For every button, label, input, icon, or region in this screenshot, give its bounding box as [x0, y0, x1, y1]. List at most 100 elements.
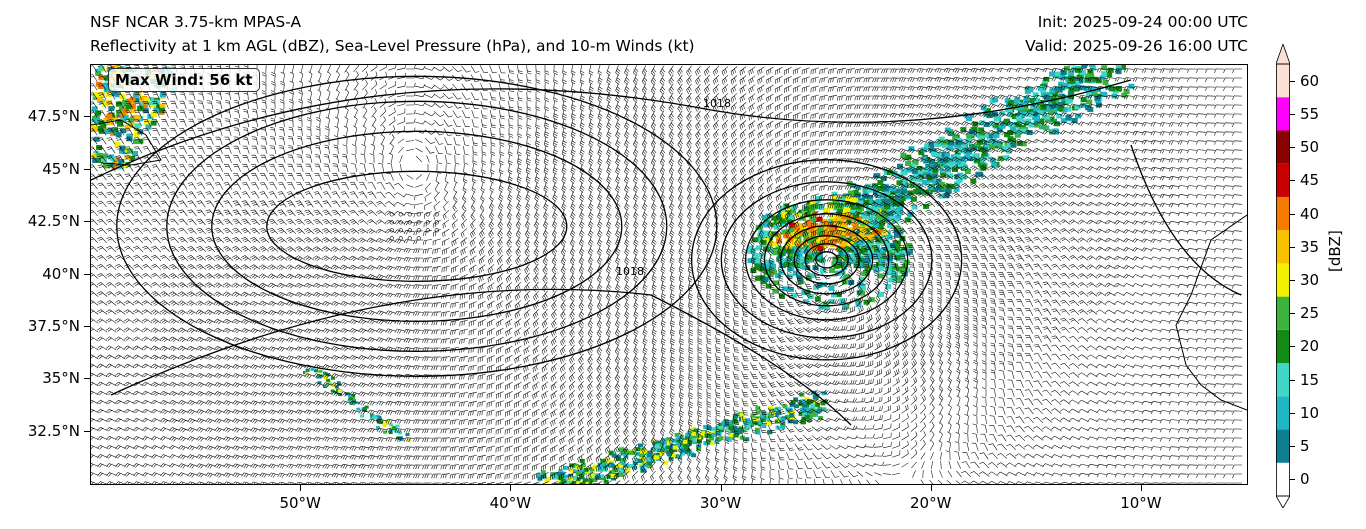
reflectivity-cell — [940, 172, 947, 178]
colorbar-tick — [1290, 479, 1295, 481]
colorbar-extend-max — [1276, 44, 1290, 65]
reflectivity-cell — [831, 191, 838, 197]
colorbar-tick-label: 45 — [1300, 171, 1320, 190]
reflectivity-cell — [122, 108, 129, 114]
reflectivity-cell — [954, 150, 961, 156]
reflectivity-cell — [1052, 91, 1059, 97]
reflectivity-cell — [1015, 115, 1022, 121]
reflectivity-cell — [953, 186, 960, 192]
reflectivity-cell — [1065, 114, 1072, 120]
reflectivity-cell — [762, 277, 769, 283]
reflectivity-cell — [654, 455, 660, 460]
reflectivity-cell — [1032, 92, 1039, 98]
reflectivity-cell — [822, 301, 829, 307]
reflectivity-cell — [777, 246, 784, 252]
reflectivity-cell — [330, 389, 335, 393]
reflectivity-cell — [946, 183, 953, 189]
reflectivity-cell — [773, 224, 780, 230]
reflectivity-cell — [898, 256, 905, 262]
reflectivity-cell — [809, 200, 816, 206]
reflectivity-cell — [784, 242, 791, 248]
reflectivity-cell — [810, 216, 817, 222]
reflectivity-cell — [1010, 129, 1017, 135]
reflectivity-cell — [986, 133, 993, 139]
reflectivity-cell — [832, 199, 839, 205]
reflectivity-cell — [899, 178, 906, 184]
reflectivity-cell — [983, 110, 990, 116]
reflectivity-cell — [1115, 69, 1122, 75]
reflectivity-cell — [788, 266, 795, 272]
reflectivity-cell — [868, 234, 875, 240]
reflectivity-cell — [1037, 110, 1044, 116]
reflectivity-cell — [98, 75, 105, 81]
reflectivity-cell — [108, 162, 115, 168]
reflectivity-cell — [941, 184, 948, 190]
reflectivity-cell — [119, 145, 126, 151]
latitude-label: 35°N — [42, 369, 80, 388]
reflectivity-cell — [882, 256, 889, 262]
reflectivity-cell — [130, 108, 137, 114]
reflectivity-cell — [661, 438, 667, 443]
reflectivity-cell — [1065, 106, 1072, 112]
reflectivity-cell — [895, 195, 902, 201]
reflectivity-cell — [780, 209, 787, 215]
reflectivity-cell — [872, 203, 879, 209]
reflectivity-cell — [978, 137, 985, 143]
reflectivity-cell — [372, 414, 377, 418]
reflectivity-cell — [945, 162, 952, 168]
colorbar-tick-label: 40 — [1300, 204, 1320, 223]
reflectivity-cell — [898, 200, 905, 206]
reflectivity-cell — [964, 154, 971, 160]
reflectivity-cell — [822, 240, 829, 246]
reflectivity-cell — [915, 189, 922, 195]
reflectivity-cell — [944, 127, 951, 133]
reflectivity-cell — [859, 277, 866, 283]
reflectivity-cell — [1014, 132, 1021, 138]
reflectivity-cell — [967, 155, 974, 161]
reflectivity-cell — [780, 425, 786, 430]
reflectivity-cell — [1063, 95, 1070, 101]
reflectivity-cell — [894, 246, 901, 252]
reflectivity-cell — [1101, 92, 1108, 98]
colorbar-tick — [1290, 379, 1295, 381]
isobar-high — [211, 130, 623, 322]
reflectivity-cell — [791, 204, 798, 210]
reflectivity-cell — [808, 238, 815, 244]
reflectivity-cell — [776, 238, 783, 244]
reflectivity-cell — [975, 143, 982, 149]
reflectivity-cell — [786, 231, 793, 237]
colorbar-tick-label: 0 — [1300, 470, 1310, 489]
reflectivity-cell — [1116, 86, 1123, 92]
colorbar-tick — [1290, 446, 1295, 448]
reflectivity-cell — [1007, 100, 1014, 106]
reflectivity-cell — [930, 151, 937, 157]
reflectivity-cell — [102, 101, 109, 107]
reflectivity-cell — [862, 250, 869, 256]
reflectivity-cell — [782, 286, 789, 292]
reflectivity-cell — [1034, 122, 1041, 128]
reflectivity-cell — [1068, 71, 1075, 77]
reflectivity-cell — [790, 208, 797, 214]
reflectivity-cell — [881, 208, 888, 214]
map-panel[interactable]: 1018 1018 — [90, 64, 1248, 485]
reflectivity-cell — [850, 183, 857, 189]
reflectivity-cell — [901, 170, 908, 176]
reflectivity-cell — [1026, 130, 1033, 136]
reflectivity-cell — [879, 220, 886, 226]
reflectivity-cell — [859, 285, 866, 291]
reflectivity-cell — [917, 169, 924, 175]
reflectivity-cell — [775, 218, 782, 224]
latitude-label: 32.5°N — [27, 421, 80, 440]
reflectivity-cell — [1092, 76, 1099, 82]
reflectivity-cell — [855, 298, 862, 304]
reflectivity-cell — [1010, 142, 1017, 148]
reflectivity-cell — [835, 216, 842, 222]
reflectivity-cell — [793, 225, 800, 231]
reflectivity-cell — [929, 159, 936, 165]
reflectivity-cell — [870, 212, 877, 218]
reflectivity-cell — [126, 133, 133, 139]
latitude-tick — [84, 325, 90, 327]
reflectivity-cell — [979, 120, 986, 126]
reflectivity-cell — [831, 224, 838, 230]
reflectivity-cell — [916, 177, 923, 183]
